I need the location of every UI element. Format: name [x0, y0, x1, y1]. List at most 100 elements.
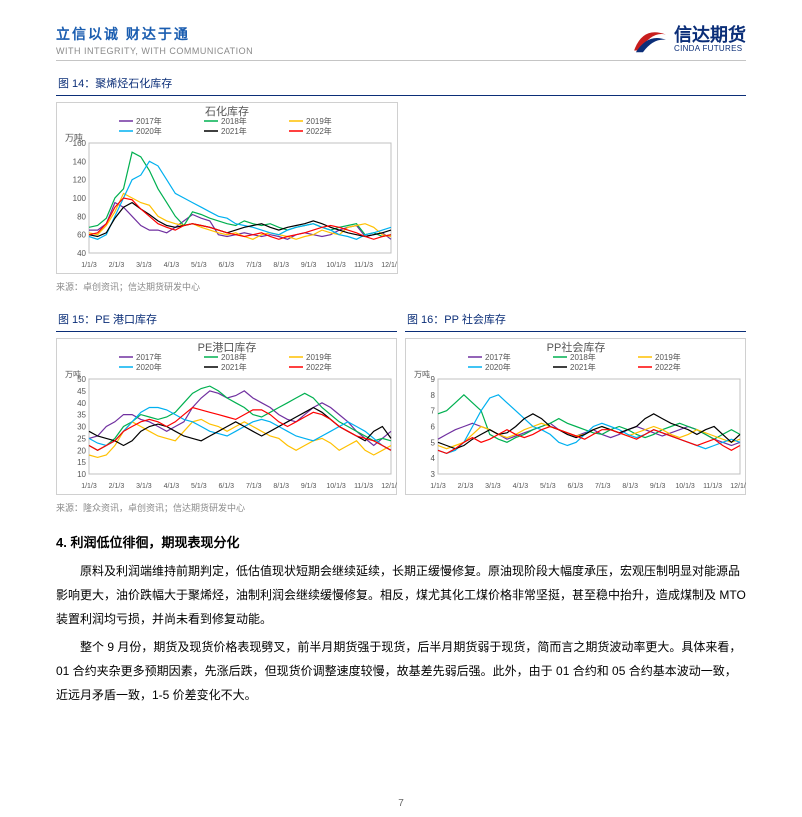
brand-text: 信达期货 CINDA FUTURES: [674, 26, 746, 53]
fig-row: 图 15：PE 港口库存 PE港口库存2017年2018年2019年2020年2…: [56, 307, 746, 495]
fig14-title: 图 14：聚烯烃石化库存: [56, 71, 746, 96]
fig15-title: 图 15：PE 港口库存: [56, 307, 397, 332]
svg-text:2018年: 2018年: [221, 352, 247, 362]
svg-text:15: 15: [77, 458, 86, 467]
svg-text:4/1/3: 4/1/3: [513, 483, 529, 490]
svg-text:2/1/3: 2/1/3: [109, 483, 125, 490]
tagline-en: WITH INTEGRITY, WITH COMMUNICATION: [56, 46, 253, 56]
svg-text:6/1/3: 6/1/3: [567, 483, 583, 490]
svg-text:万吨: 万吨: [414, 369, 430, 379]
fig16-col: 图 16：PP 社会库存 PP社会库存 2017年 2018年 2019年 2020年 2…: [405, 307, 746, 495]
page-content: 立信以诚 财达于通 WITH INTEGRITY, WITH COMMUNICA…: [0, 0, 802, 731]
svg-text:1/1/3: 1/1/3: [430, 483, 446, 490]
body-paragraph-1: 原料及利润端维持前期判定，低估值现状短期会继续延续，长期正缓慢修复。原油现阶段大…: [56, 559, 746, 631]
svg-text:45: 45: [77, 387, 86, 396]
svg-text:1/1/3: 1/1/3: [81, 483, 97, 490]
svg-text:4/1/3: 4/1/3: [164, 483, 180, 490]
svg-text:9/1/3: 9/1/3: [650, 483, 666, 490]
svg-text:2/1/3: 2/1/3: [458, 483, 474, 490]
svg-text:8/1/3: 8/1/3: [622, 483, 638, 490]
svg-text:35: 35: [77, 411, 86, 420]
svg-text:50: 50: [77, 375, 86, 384]
svg-text:9: 9: [431, 375, 436, 384]
brand-cn: 信达期货: [674, 26, 746, 44]
svg-text:石化库存: 石化库存: [205, 104, 249, 118]
fig15-col: 图 15：PE 港口库存 PE港口库存 2017年 2018年 2019年 2020年 2…: [56, 307, 397, 495]
fig15-16-source: 来源：隆众资讯，卓创资讯；信达期货研发中心: [56, 501, 746, 514]
svg-text:11/1/3: 11/1/3: [703, 483, 722, 490]
svg-text:4/1/3: 4/1/3: [164, 262, 180, 269]
svg-text:10: 10: [77, 470, 86, 479]
svg-text:2017年: 2017年: [485, 352, 511, 362]
logo-swirl-icon: [632, 24, 668, 54]
svg-text:2021年: 2021年: [570, 362, 596, 372]
svg-text:2018年: 2018年: [570, 352, 596, 362]
svg-text:2017年: 2017年: [136, 352, 162, 362]
fig16-title: 图 16：PP 社会库存: [405, 307, 746, 332]
svg-text:7/1/3: 7/1/3: [595, 483, 611, 490]
svg-text:4: 4: [431, 454, 436, 463]
svg-text:12/1/3: 12/1/3: [730, 483, 746, 490]
header-left: 立信以诚 财达于通 WITH INTEGRITY, WITH COMMUNICA…: [56, 24, 253, 56]
svg-text:2020年: 2020年: [136, 126, 162, 136]
fig16-chart: PP社会库存 2017年 2018年 2019年 2020年 2021年 2022年万吨 3 4…: [405, 338, 746, 495]
svg-text:8: 8: [431, 391, 436, 400]
svg-text:6: 6: [431, 423, 436, 432]
svg-text:5/1/3: 5/1/3: [540, 483, 556, 490]
tagline-cn: 立信以诚 财达于通: [56, 24, 253, 44]
page-number: 7: [0, 798, 802, 809]
svg-text:25: 25: [77, 434, 86, 443]
svg-text:1/1/3: 1/1/3: [81, 262, 97, 269]
body-paragraph-2: 整个 9 月份，期货及现货价格表现劈叉，前半月期货强于现货，后半月期货弱于现货，…: [56, 635, 746, 707]
svg-text:2019年: 2019年: [306, 352, 332, 362]
svg-text:140: 140: [73, 157, 87, 166]
svg-text:2017年: 2017年: [136, 116, 162, 126]
svg-text:10/1/3: 10/1/3: [326, 262, 346, 269]
svg-text:PE港口库存: PE港口库存: [198, 340, 257, 354]
svg-text:80: 80: [77, 212, 86, 221]
svg-text:7/1/3: 7/1/3: [246, 483, 262, 490]
svg-text:3: 3: [431, 470, 436, 479]
svg-text:2018年: 2018年: [221, 116, 247, 126]
svg-text:6/1/3: 6/1/3: [218, 262, 234, 269]
svg-text:12/1/3: 12/1/3: [381, 262, 397, 269]
svg-text:6/1/3: 6/1/3: [218, 483, 234, 490]
svg-text:2019年: 2019年: [655, 352, 681, 362]
fig14-source: 来源：卓创资讯；信达期货研发中心: [56, 280, 746, 293]
section-title: 4. 利润低位徘徊，期现表现分化: [56, 532, 746, 551]
svg-text:3/1/3: 3/1/3: [485, 483, 501, 490]
svg-text:5/1/3: 5/1/3: [191, 483, 207, 490]
svg-text:2022年: 2022年: [655, 362, 681, 372]
svg-text:PP社会库存: PP社会库存: [547, 340, 606, 354]
svg-text:2020年: 2020年: [136, 362, 162, 372]
svg-text:2021年: 2021年: [221, 362, 247, 372]
svg-text:40: 40: [77, 249, 86, 258]
svg-text:7: 7: [431, 407, 436, 416]
header-right: 信达期货 CINDA FUTURES: [632, 24, 746, 54]
brand-en: CINDA FUTURES: [674, 44, 746, 53]
svg-text:9/1/3: 9/1/3: [301, 483, 317, 490]
svg-text:8/1/3: 8/1/3: [273, 483, 289, 490]
svg-text:60: 60: [77, 231, 86, 240]
svg-text:3/1/3: 3/1/3: [136, 483, 152, 490]
svg-text:2020年: 2020年: [485, 362, 511, 372]
svg-text:5/1/3: 5/1/3: [191, 262, 207, 269]
svg-text:11/1/3: 11/1/3: [354, 483, 373, 490]
svg-text:40: 40: [77, 399, 86, 408]
svg-text:11/1/3: 11/1/3: [354, 262, 373, 269]
svg-text:10/1/3: 10/1/3: [326, 483, 346, 490]
svg-text:160: 160: [73, 139, 87, 148]
svg-text:2021年: 2021年: [221, 126, 247, 136]
svg-text:2019年: 2019年: [306, 116, 332, 126]
page-header: 立信以诚 财达于通 WITH INTEGRITY, WITH COMMUNICA…: [56, 24, 746, 61]
svg-text:3/1/3: 3/1/3: [136, 262, 152, 269]
fig14-chart: 石化库存2017年2018年2019年2020年2021年2022年万吨4060…: [56, 102, 398, 274]
svg-text:20: 20: [77, 446, 86, 455]
svg-text:100: 100: [73, 194, 87, 203]
svg-text:12/1/3: 12/1/3: [381, 483, 397, 490]
svg-text:7/1/3: 7/1/3: [246, 262, 262, 269]
svg-text:9/1/3: 9/1/3: [301, 262, 317, 269]
svg-text:30: 30: [77, 423, 86, 432]
svg-text:8/1/3: 8/1/3: [273, 262, 289, 269]
svg-text:2/1/3: 2/1/3: [109, 262, 125, 269]
